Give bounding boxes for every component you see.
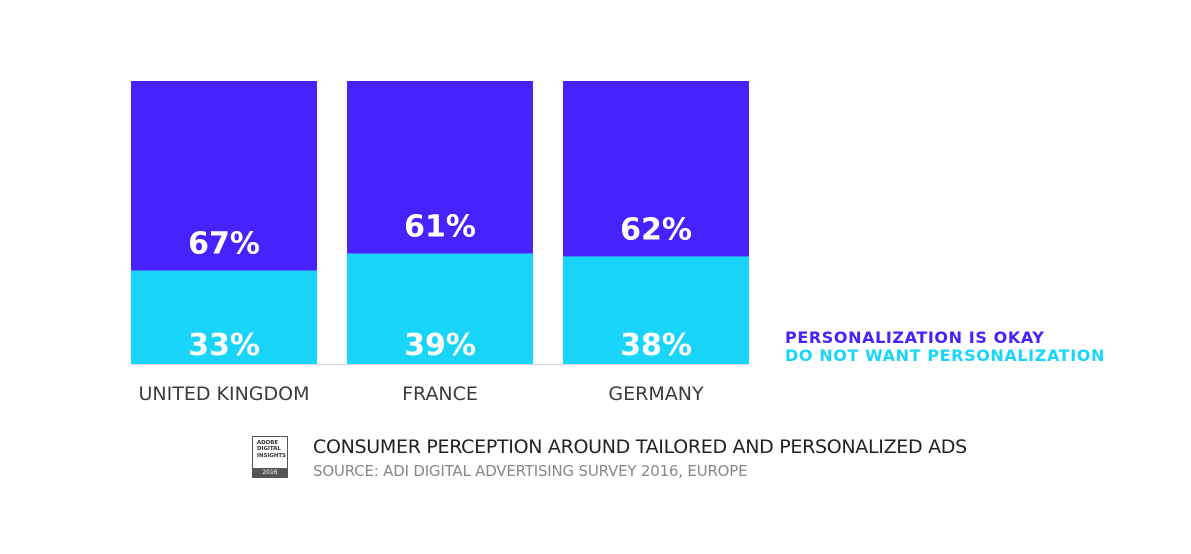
chart-title: CONSUMER PERCEPTION AROUND TAILORED AND … bbox=[313, 436, 967, 458]
bar-personalization-okay bbox=[131, 81, 317, 271]
data-label-personalization-okay: 61% bbox=[404, 210, 476, 245]
badge-text: ADOBE DIGITAL INSIGHTS bbox=[257, 440, 286, 459]
legend-do-not-want-personalization: DO NOT WANT PERSONALIZATION bbox=[785, 346, 1105, 365]
data-label-do-not-want-personalization: 38% bbox=[620, 328, 692, 363]
bar-do-not-want-personalization bbox=[131, 270, 317, 364]
category-label: GERMANY bbox=[608, 383, 704, 405]
bar-personalization-okay bbox=[563, 81, 749, 257]
bar-do-not-want-personalization bbox=[347, 253, 533, 364]
category-label: FRANCE bbox=[402, 383, 478, 405]
data-label-do-not-want-personalization: 39% bbox=[404, 328, 476, 363]
bar-do-not-want-personalization bbox=[563, 256, 749, 364]
chart-source: SOURCE: ADI DIGITAL ADVERTISING SURVEY 2… bbox=[313, 462, 748, 480]
data-label-personalization-okay: 62% bbox=[620, 212, 692, 247]
legend-personalization-okay: PERSONALIZATION IS OKAY bbox=[785, 328, 1045, 347]
data-label-do-not-want-personalization: 33% bbox=[188, 328, 260, 363]
badge-year: 2016 bbox=[253, 468, 287, 477]
adobe-digital-insights-logo: ADOBE DIGITAL INSIGHTS 2016 bbox=[252, 436, 288, 478]
category-label: UNITED KINGDOM bbox=[139, 383, 310, 405]
bar-personalization-okay bbox=[347, 81, 533, 254]
stacked-bar-chart: 67% 33% UNITED KINGDOM 61% 39% FRANCE 62% 38% GE… bbox=[131, 81, 749, 405]
data-label-personalization-okay: 67% bbox=[188, 227, 260, 262]
